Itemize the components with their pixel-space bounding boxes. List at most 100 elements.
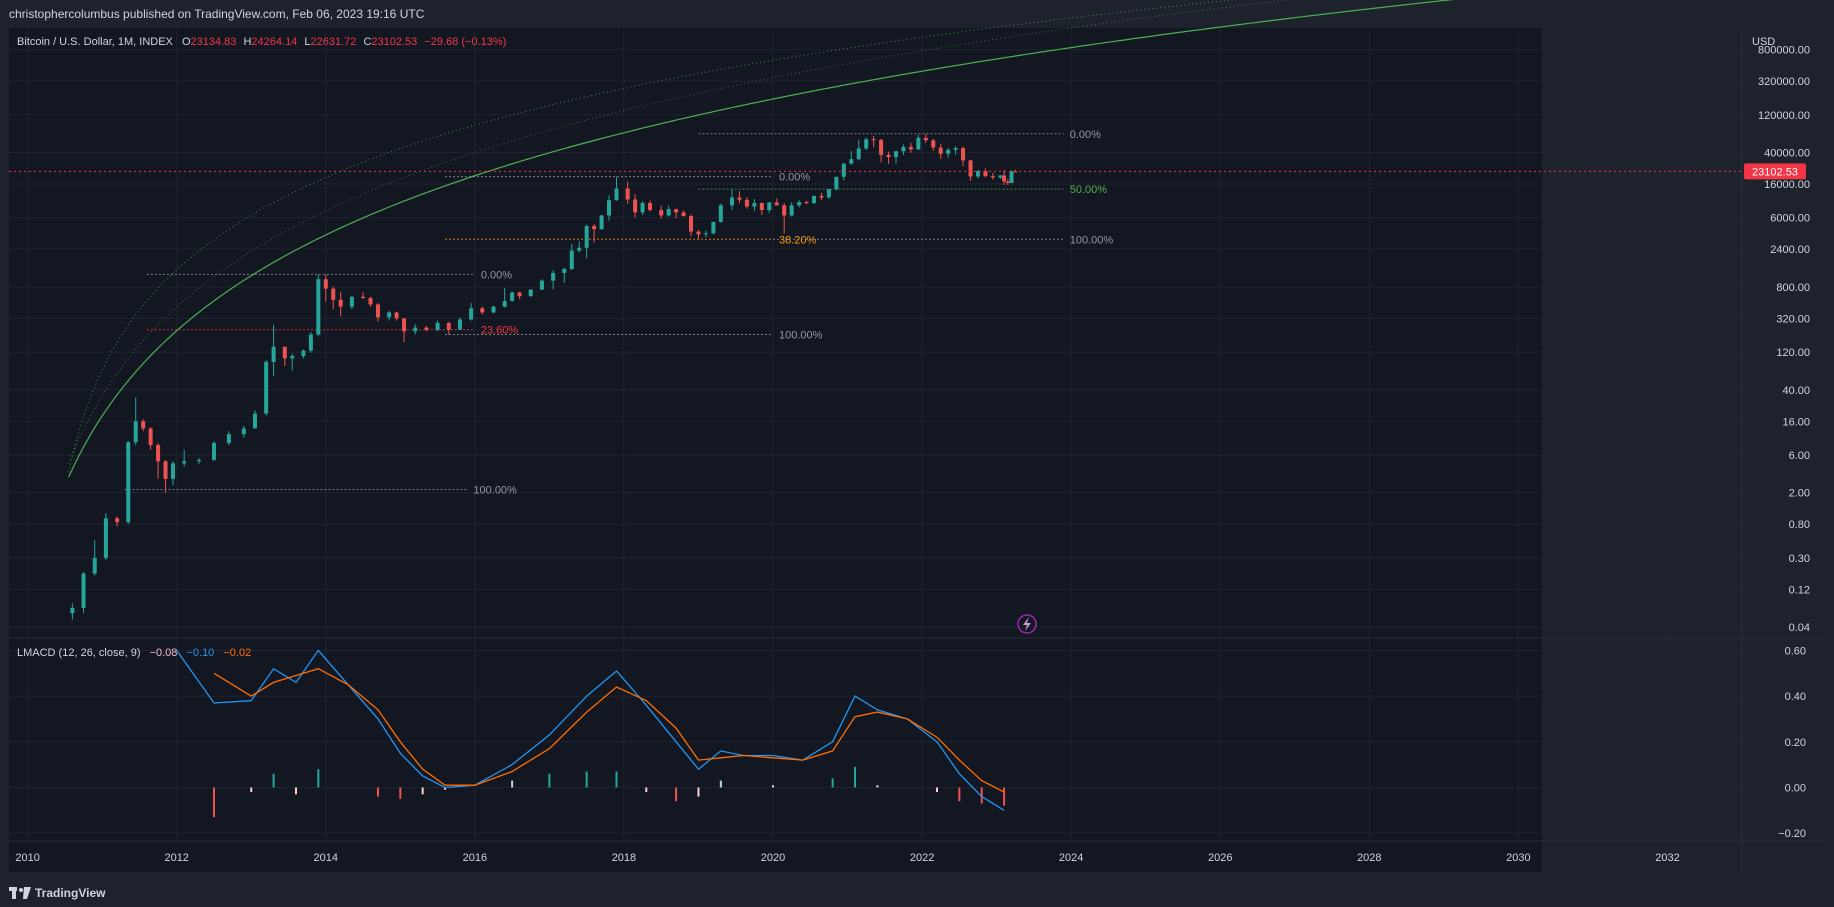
legend-h-value: 24264.14 — [251, 36, 297, 48]
candle-body — [316, 279, 321, 335]
price-tick-label: 0.04 — [1789, 622, 1810, 634]
candle-body — [931, 140, 936, 148]
footer-bar: TradingView — [0, 879, 1834, 907]
candle-body — [264, 361, 269, 414]
candle-body — [163, 461, 168, 479]
fib-level-label: 38.20% — [779, 234, 817, 246]
candle-body — [211, 443, 216, 460]
chart-background — [9, 28, 1542, 872]
time-tick-label: 2024 — [1059, 852, 1083, 864]
legend-h-label: H — [243, 36, 251, 48]
candle-body — [998, 175, 1003, 178]
macd-tick-label: 0.40 — [1785, 691, 1806, 703]
fib-retracements: 0.00% 23.60% 100.00% 0.00% 38.20% 100.00% 0.00… — [124, 129, 1113, 496]
price-tick-label: 0.80 — [1789, 519, 1810, 531]
candle-body — [908, 146, 913, 150]
candle-body — [81, 573, 86, 608]
candle-body — [938, 147, 943, 154]
legend-change: −29.68 (−0.13%) — [424, 36, 506, 48]
candle-body — [625, 188, 630, 200]
candle-body — [375, 304, 380, 318]
candle-body — [323, 279, 328, 289]
candle-body — [886, 154, 891, 158]
candle-body — [640, 202, 645, 213]
candle-body — [424, 327, 429, 330]
candle-body — [689, 216, 694, 232]
candle-body — [361, 296, 366, 298]
last-price-badge: 23102.53 — [1744, 163, 1806, 180]
macd-axis[interactable]: 0.60 0.40 0.20 0.00 −0.20 — [1778, 645, 1806, 840]
candle-body — [241, 428, 246, 435]
candle-body — [126, 442, 131, 523]
price-axis[interactable]: 800000.00 320000.00 120000.00 40000.00 16000… — [1758, 45, 1810, 635]
candle-body — [491, 306, 496, 313]
candle-body — [394, 312, 399, 319]
candle-body — [156, 445, 161, 462]
candle-body — [510, 292, 515, 302]
time-axis[interactable]: 2010 2012 2014 2016 2018 2020 2022 2024 2026 2028… — [15, 852, 1679, 864]
price-tick-label: 2.00 — [1789, 488, 1810, 500]
candle-body — [413, 327, 418, 332]
candle-body — [569, 250, 574, 269]
candle-body — [990, 176, 995, 178]
price-tick-label: 16000.00 — [1764, 179, 1810, 191]
candle-body — [141, 421, 146, 429]
candle-body — [387, 312, 392, 318]
candle-body — [711, 221, 716, 234]
candle-body — [517, 292, 522, 297]
fib-level-label: 100.00% — [779, 330, 823, 342]
macd-tick-label: 0.00 — [1785, 782, 1806, 794]
candle-body — [539, 280, 544, 290]
candle-body — [674, 209, 679, 213]
fib-level-label: 50.00% — [1070, 184, 1108, 196]
macd-legend: LMACD (12, 26, close, 9) −0.08 −0.10 −0.… — [17, 647, 251, 659]
time-tick-label: 2016 — [463, 852, 487, 864]
candle-body — [584, 226, 589, 248]
time-tick-label: 2018 — [612, 852, 636, 864]
candle-body — [923, 137, 928, 141]
currency-label: USD — [1752, 36, 1775, 48]
time-tick-label: 2028 — [1357, 852, 1381, 864]
legend: Bitcoin / U.S. Dollar, 1M, INDEX O23134.… — [17, 36, 506, 48]
price-tick-label: 16.00 — [1782, 416, 1810, 428]
candle-body — [577, 247, 582, 251]
candle-body — [718, 205, 723, 222]
fib-level-label: 0.00% — [779, 172, 810, 184]
fib-level-label: 0.00% — [481, 269, 512, 281]
price-tick-label: 2400.00 — [1770, 244, 1810, 256]
price-tick-label: 6000.00 — [1770, 213, 1810, 225]
candle-body — [864, 139, 869, 149]
candle-body — [182, 461, 187, 464]
publish-header: christophercolumbus published on Trading… — [0, 0, 1834, 28]
price-tick-label: 800000.00 — [1758, 45, 1810, 57]
candle-body — [752, 202, 757, 207]
price-tick-label: 0.30 — [1789, 553, 1810, 565]
candle-body — [614, 188, 619, 201]
candle-body — [92, 557, 97, 574]
candle-body — [767, 202, 772, 211]
macd-line-value: −0.10 — [186, 647, 214, 659]
tradingview-logo-icon[interactable] — [9, 887, 31, 899]
candle-body — [968, 160, 973, 177]
candle-body — [446, 322, 451, 330]
candle-body — [592, 226, 597, 230]
last-price-text: 23102.53 — [1752, 166, 1798, 178]
candle-body — [349, 296, 354, 307]
candle-body — [744, 199, 749, 207]
candle-body — [551, 272, 556, 281]
candle-body — [901, 146, 906, 152]
candle-body — [599, 215, 604, 230]
time-tick-label: 2020 — [761, 852, 785, 864]
price-tick-label: 6.00 — [1789, 450, 1810, 462]
fib-level-label: 100.00% — [473, 484, 517, 496]
macd-pane — [176, 649, 1006, 818]
candle-body — [502, 301, 507, 307]
candle-body — [893, 151, 898, 158]
candle-body — [480, 308, 485, 313]
candle-body — [226, 434, 231, 444]
candle-body — [70, 607, 75, 614]
legend-l-value: 22631.72 — [311, 36, 357, 48]
lightning-icon[interactable] — [1017, 614, 1037, 634]
middle-curve — [68, 0, 1292, 464]
